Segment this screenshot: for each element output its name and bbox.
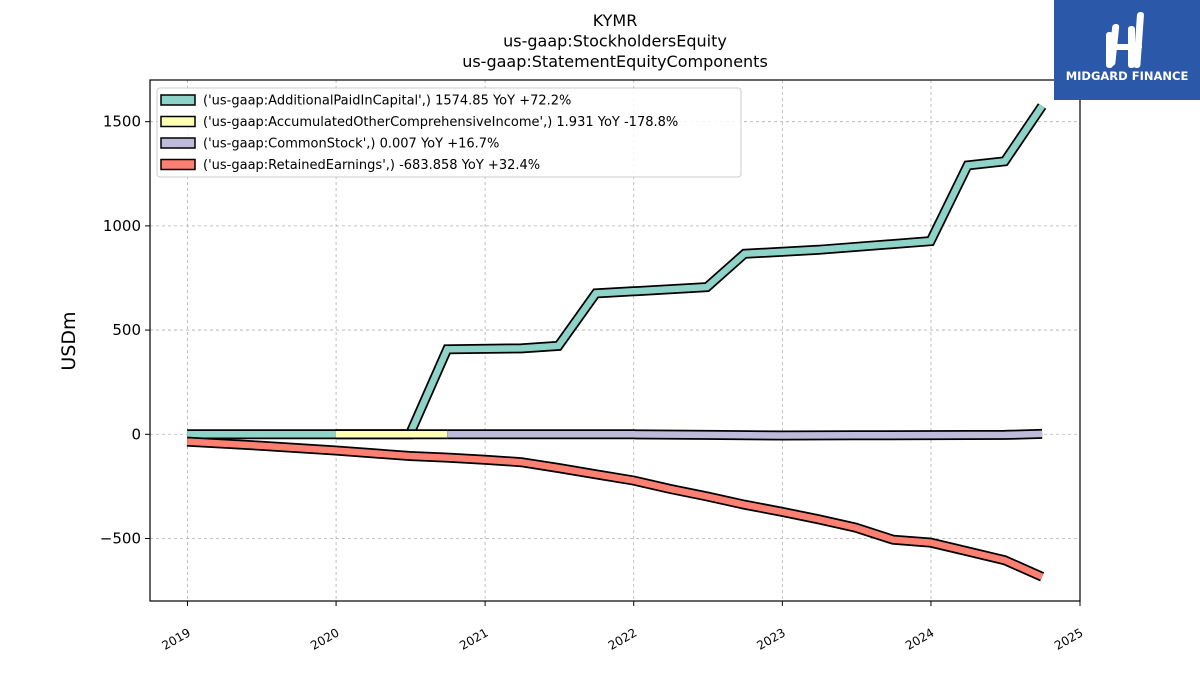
- legend-swatch: [160, 115, 196, 128]
- x-tick-label: 2025: [1052, 625, 1085, 652]
- x-tick-label: 2023: [754, 625, 787, 652]
- legend-entry-0: ('us-gaap:AdditionalPaidInCapital',) 157…: [203, 94, 571, 109]
- title-line-0: KYMR: [593, 11, 638, 30]
- y-axis-label: USDm: [58, 311, 80, 370]
- chart-title: KYMR us-gaap:StockholdersEquityus-gaap:St…: [462, 11, 768, 71]
- y-tick-label: 0: [131, 425, 141, 443]
- title-line-2: us-gaap:StatementEquityComponents: [462, 52, 768, 71]
- title-line-1: us-gaap:StockholdersEquity: [503, 32, 727, 51]
- legend-entry-3: ('us-gaap:RetainedEarnings',) -683.858 Y…: [203, 158, 540, 173]
- legend: ('us-gaap:AdditionalPaidInCapital',) 157…: [156, 87, 742, 178]
- y-axis-ticks: −500 0 500 1000 1500: [100, 113, 150, 547]
- x-tick-label: 2019: [160, 625, 193, 652]
- x-tick-label: 2024: [903, 625, 936, 652]
- legend-entry-2: ('us-gaap:CommonStock',) 0.007 YoY +16.7…: [203, 137, 499, 152]
- legend-entry-1: ('us-gaap:AccumulatedOtherComprehensiveI…: [203, 115, 678, 130]
- x-tick-label: 2020: [308, 625, 341, 652]
- logo-mark-icon: [1106, 12, 1144, 68]
- series-line-0: [187, 103, 1047, 440]
- plot-area: [186, 103, 1047, 582]
- y-tick-label: −500: [100, 529, 141, 547]
- legend-swatch: [160, 158, 196, 171]
- series-line-2: [447, 428, 1043, 441]
- x-tick-label: 2021: [457, 625, 490, 652]
- y-tick-label: 1500: [103, 113, 141, 131]
- x-tick-label: 2022: [606, 625, 639, 652]
- midgard-finance-logo: MIDGARD FINANCE: [1054, 0, 1200, 100]
- axes-frame: [149, 79, 1081, 602]
- legend-swatch: [160, 137, 196, 149]
- legend-box: [156, 87, 742, 178]
- series-line-3: [186, 436, 1045, 582]
- legend-swatch: [160, 94, 196, 106]
- y-tick-label: 500: [112, 321, 141, 339]
- x-axis-ticks: 2019 2020 2021 2022 2023 2024 2025: [160, 601, 1086, 653]
- logo-text: MIDGARD FINANCE: [1066, 69, 1189, 83]
- y-tick-label: 1000: [103, 217, 141, 235]
